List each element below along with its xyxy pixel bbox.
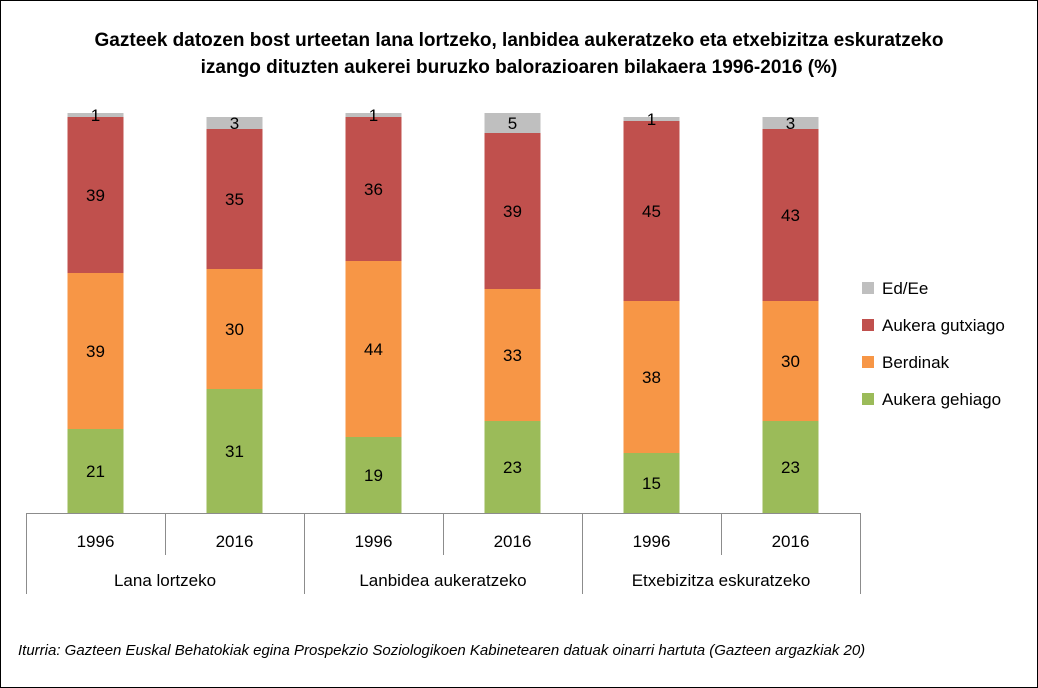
bar-segment [484, 421, 541, 513]
data-label: 5 [508, 114, 517, 133]
tick-label-year: 2016 [216, 532, 254, 551]
data-label: 30 [225, 320, 244, 339]
bar-segment [345, 261, 402, 437]
bar-segment [67, 117, 124, 273]
bar-segment [67, 273, 124, 429]
data-label: 39 [86, 342, 105, 361]
data-label: 44 [364, 340, 383, 359]
data-label: 38 [642, 368, 661, 387]
bar-segment [762, 129, 819, 301]
bar-segment [484, 289, 541, 421]
bar-segment [623, 121, 680, 301]
data-label: 36 [364, 180, 383, 199]
tick-label-year: 2016 [772, 532, 810, 551]
data-label: 1 [647, 110, 656, 129]
data-label: 21 [86, 462, 105, 481]
bar-segment [623, 301, 680, 453]
bar-segment [206, 129, 263, 269]
legend-swatch [862, 319, 874, 331]
data-label: 1 [91, 106, 100, 125]
data-label: 3 [786, 114, 795, 133]
bar-segment [345, 117, 402, 261]
data-label: 39 [503, 202, 522, 221]
tick-label-year: 1996 [355, 532, 393, 551]
bar-segment [206, 269, 263, 389]
bar-segment [345, 437, 402, 513]
tick-label-group: Etxebizitza eskuratzeko [632, 571, 811, 590]
data-label: 43 [781, 206, 800, 225]
bar-segment [623, 117, 680, 121]
legend-label: Aukera gutxiago [882, 316, 1005, 335]
bar-segment [762, 301, 819, 421]
legend-label: Aukera gehiago [882, 390, 1001, 409]
legend-swatch [862, 393, 874, 405]
tick-label-year: 1996 [633, 532, 671, 551]
data-label: 35 [225, 190, 244, 209]
data-label: 3 [230, 114, 239, 133]
tick-label-year: 1996 [77, 532, 115, 551]
legend-swatch [862, 282, 874, 294]
tick-label-group: Lanbidea aukeratzeko [359, 571, 526, 590]
bar-segment [206, 389, 263, 513]
legend-label: Berdinak [882, 353, 950, 372]
data-label: 1 [369, 106, 378, 125]
source-note: Iturria: Gazteen Euskal Behatokiak egina… [18, 642, 866, 659]
bar-segment [484, 113, 541, 133]
data-label: 30 [781, 352, 800, 371]
data-label: 23 [781, 458, 800, 477]
bar-segment [206, 117, 263, 129]
chart-title-line-1: Gazteek datozen bost urteetan lana lortz… [94, 30, 944, 51]
data-label: 19 [364, 466, 383, 485]
bar-segment [623, 453, 680, 513]
data-label: 33 [503, 346, 522, 365]
data-label: 31 [225, 442, 244, 461]
chart-title-line-2: izango dituzten aukerei buruzko balorazi… [200, 57, 838, 78]
bar-segment [67, 429, 124, 513]
data-label: 45 [642, 202, 661, 221]
data-label: 15 [642, 474, 661, 493]
legend-label: Ed/Ee [882, 279, 928, 298]
chart-title: Gazteek datozen bost urteetan lana lortz… [0, 27, 1038, 81]
data-label: 23 [503, 458, 522, 477]
bar-segment [67, 113, 124, 117]
bar-segment [762, 117, 819, 129]
data-label: 39 [86, 186, 105, 205]
tick-label-group: Lana lortzeko [114, 571, 216, 590]
bar-segment [762, 421, 819, 513]
legend-swatch [862, 356, 874, 368]
bar-segment [484, 133, 541, 289]
tick-label-year: 2016 [494, 532, 532, 551]
bar-segment [345, 113, 402, 117]
